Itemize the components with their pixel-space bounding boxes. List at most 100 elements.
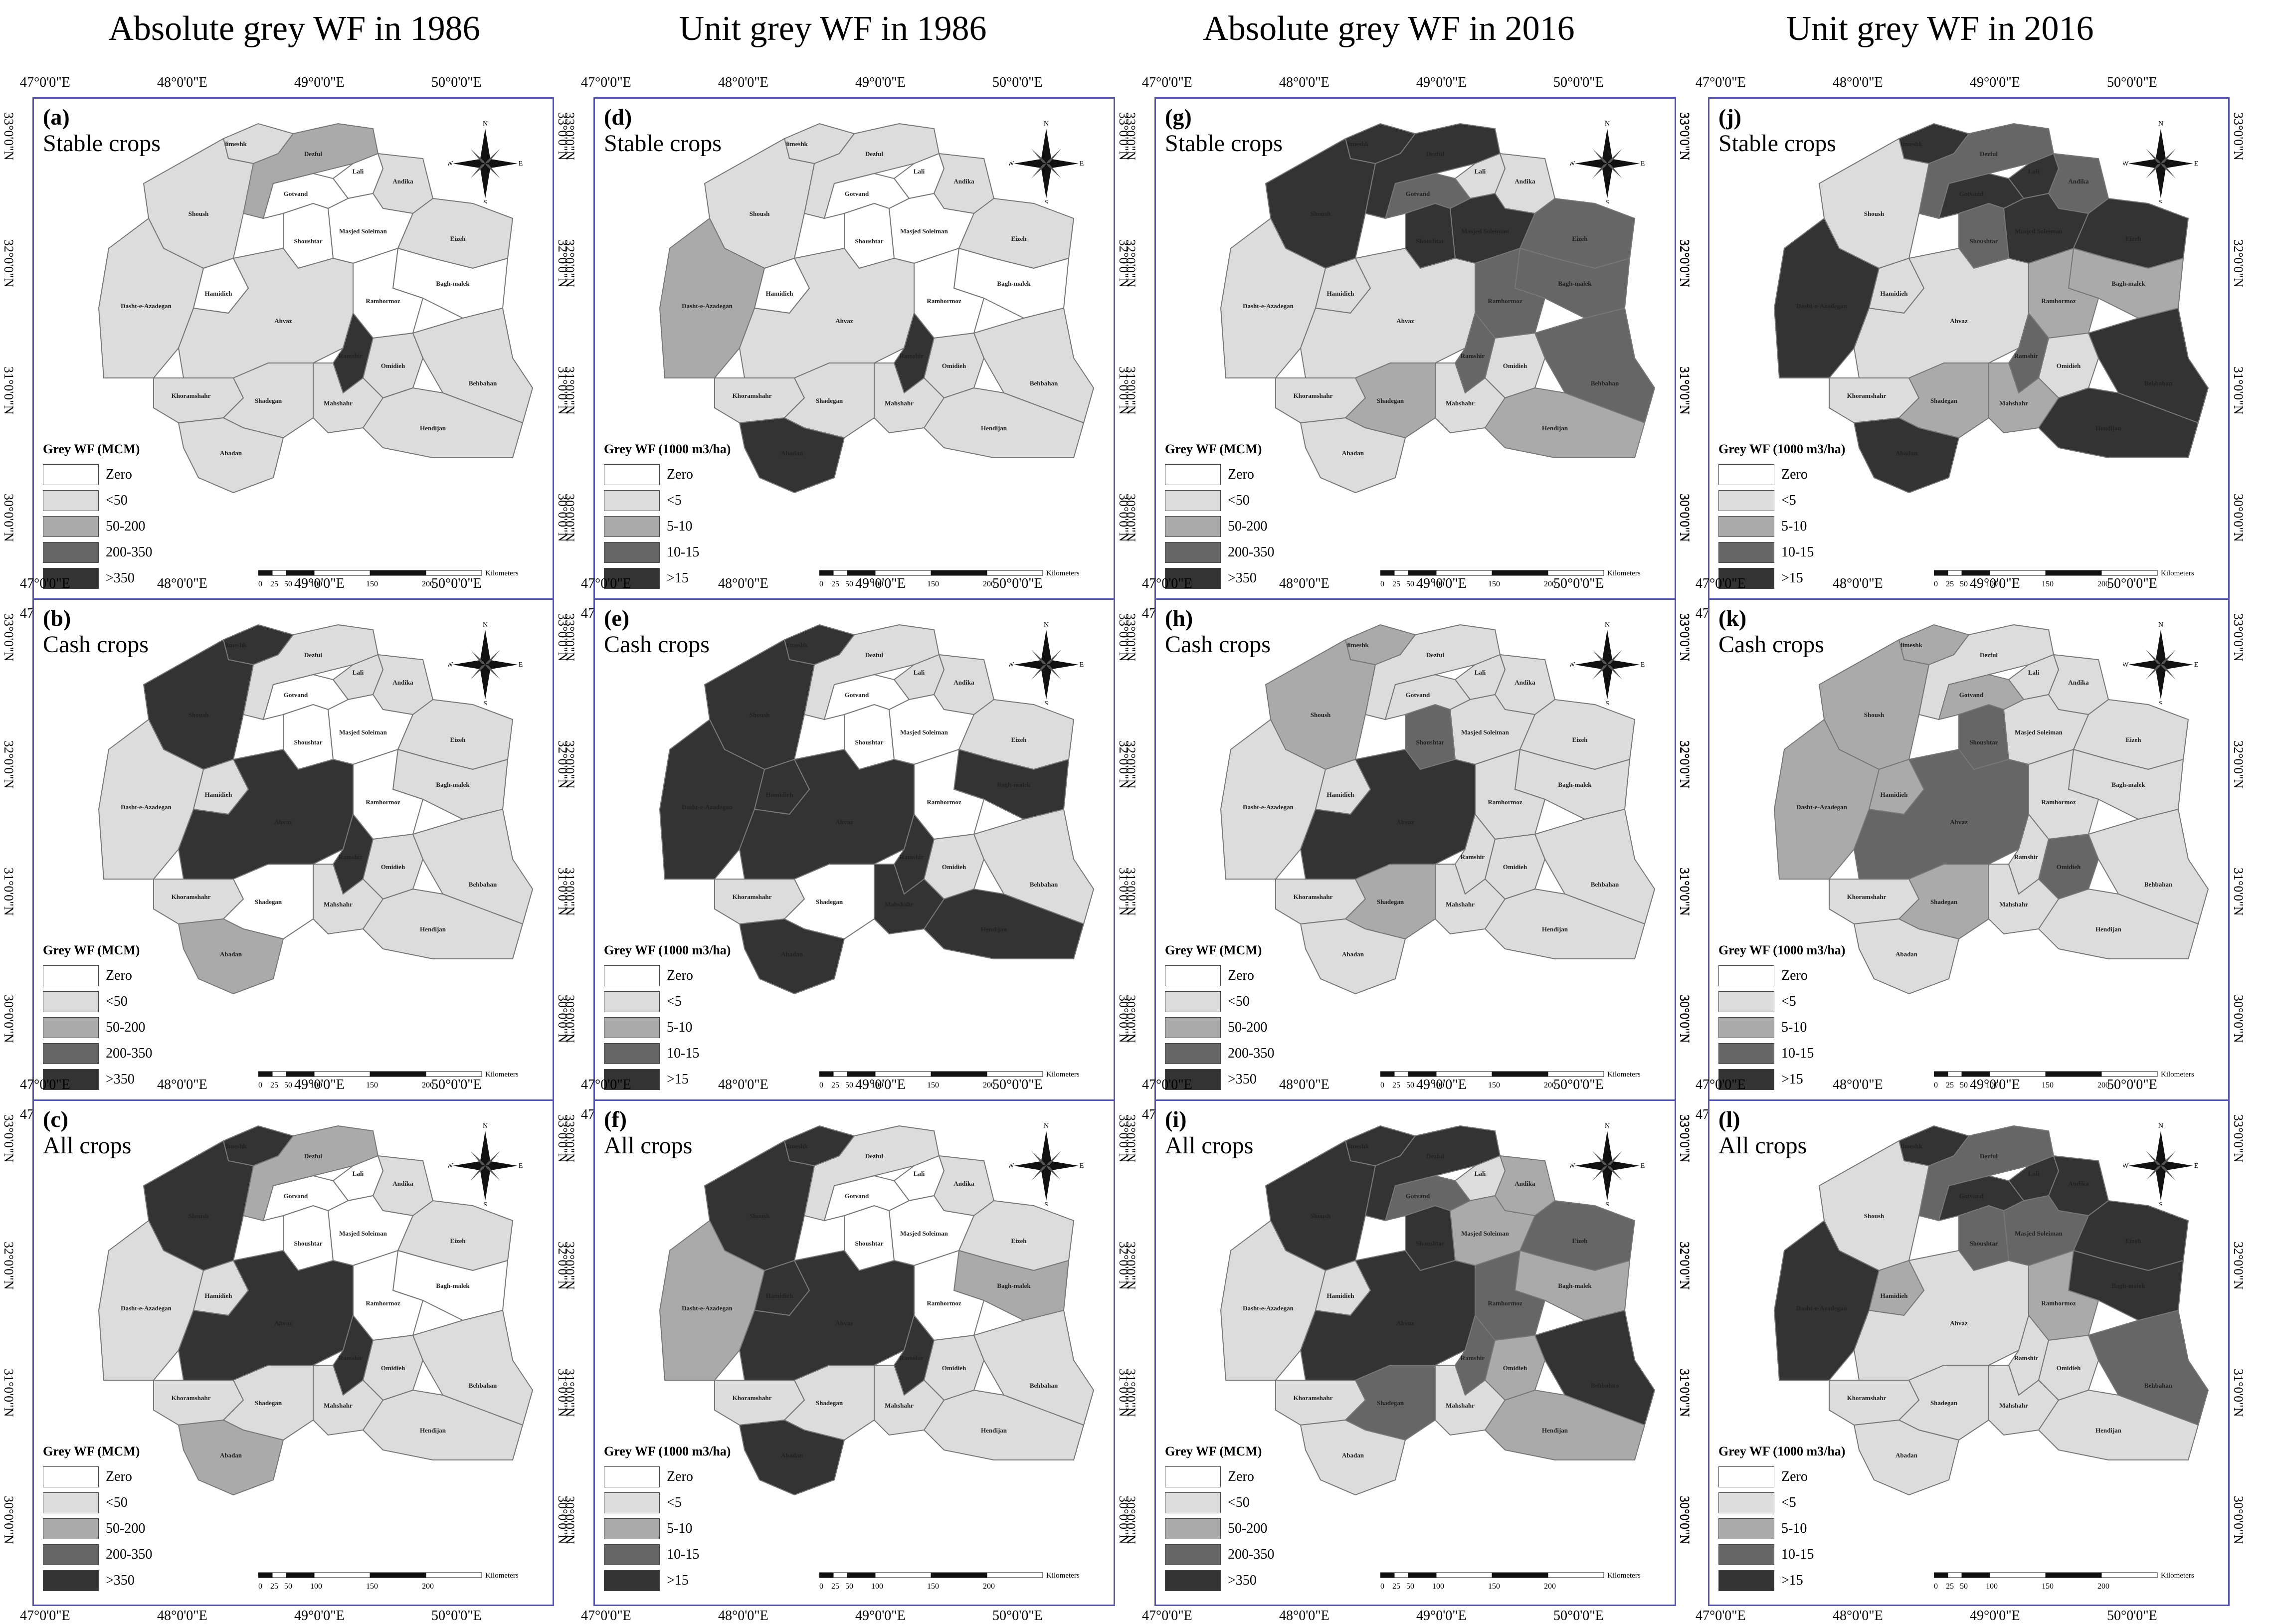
district-label: Hendijan <box>1542 1427 1568 1434</box>
district-label: Khoramshahr <box>1294 893 1333 901</box>
district-label: Ramhormoz <box>1488 798 1522 806</box>
district-behbahan <box>1534 808 1656 925</box>
district-label: Khoramshahr <box>172 1394 211 1402</box>
district-label: Shadegan <box>1930 1399 1958 1407</box>
scale-tick-label: 25 <box>1392 1081 1400 1089</box>
legend-item: 200-350 <box>1165 1041 1274 1067</box>
district-label: Shoush <box>1864 711 1885 719</box>
district-label: Lali <box>353 669 364 676</box>
compass-label: N <box>2158 621 2163 629</box>
legend-swatch <box>1718 991 1774 1012</box>
district-label: Dasht-e-Azadegan <box>1243 803 1294 811</box>
scale-tick-label: 0 <box>1380 580 1384 588</box>
district-label: Ramshir <box>2014 853 2039 861</box>
lat-tick: 30°0'0"N <box>563 995 577 1043</box>
district-label: Hamidieh <box>766 791 794 798</box>
district-label: Omidieh <box>2057 362 2081 369</box>
legend-item: Zero <box>43 462 152 488</box>
column-title-4: Unit grey WF in 2016 <box>1786 9 2094 48</box>
legend-swatch <box>1718 542 1774 563</box>
district-label: Gotvand <box>284 691 308 699</box>
scale-tick-label: 200 <box>2097 1582 2109 1591</box>
district-hendijan <box>1484 888 1646 959</box>
legend-label: >350 <box>1228 1573 1257 1588</box>
scale-tick-label: 150 <box>927 1081 939 1089</box>
legend-item: 50-200 <box>1165 514 1274 540</box>
legend-swatch <box>1165 1518 1221 1539</box>
scale-tick-label: 100 <box>310 1081 322 1089</box>
district-label: Shoushtar <box>855 237 883 245</box>
district-label: Shadegan <box>1377 898 1404 905</box>
district-behbahan <box>973 808 1095 925</box>
lat-tick: 31°0'0"N <box>1677 868 1692 916</box>
scale-tick-label: 150 <box>2042 1582 2054 1591</box>
legend-swatch <box>604 1518 660 1539</box>
district-label: Shoushtar <box>1416 237 1444 245</box>
district-label: Omidieh <box>1503 1364 1527 1372</box>
scale-tick-label: 150 <box>366 1582 378 1591</box>
legend-item: >350 <box>1165 565 1274 591</box>
district-label: Masjed Soleiman <box>1461 227 1509 235</box>
district-label: Hamidieh <box>766 1292 794 1299</box>
district-label: Mahshahr <box>1446 901 1475 908</box>
province-map: AndimeshkDezfulLaliGotvandAndikaShoushSh… <box>1773 1125 2209 1496</box>
legend-swatch <box>1718 490 1774 511</box>
district-label: Abadan <box>1895 950 1918 958</box>
legend-item: <5 <box>1718 488 1845 514</box>
legend-label: Zero <box>1781 1469 1808 1484</box>
legend-item: 200-350 <box>43 1041 152 1067</box>
north-arrow-icon: N S E W <box>448 1122 523 1206</box>
scale-unit-label: Kilometers <box>2161 1572 2194 1580</box>
district-hendijan <box>2038 888 2199 959</box>
district-label: Mahshahr <box>1446 1402 1475 1409</box>
district-abadan <box>1300 1419 1406 1496</box>
district-label: Gotvand <box>845 190 869 197</box>
district-label: Dasht-e-Azadegan <box>1796 803 1848 811</box>
legend-label: >350 <box>1228 1072 1257 1087</box>
legend-label: 200-350 <box>1228 1547 1275 1562</box>
legend-label: 50-200 <box>1228 1020 1268 1035</box>
district-label: Mahshahr <box>324 901 353 908</box>
district-label: Khoramshahr <box>1847 893 1887 901</box>
district-label: Andika <box>2068 679 2089 686</box>
district-label: Shadegan <box>1377 397 1404 404</box>
scale-tick-label: 25 <box>1946 1582 1954 1591</box>
district-label: Khoramshahr <box>1294 1394 1333 1402</box>
district-label: Masjed Soleiman <box>2015 1230 2063 1237</box>
north-arrow-icon: N S E W <box>448 621 523 705</box>
scale-bar: 0 25 50 100 150 200 Kilometers <box>1934 1071 2194 1089</box>
district-label: Shoushtar <box>1969 738 1998 746</box>
legend-title: Grey WF (1000 m3/ha) <box>604 442 731 456</box>
legend-label: Zero <box>106 968 132 983</box>
district-label: Ahvaz <box>1950 818 1968 826</box>
legend-item: 5-10 <box>1718 1516 1845 1542</box>
compass-label: S <box>2159 700 2163 705</box>
lon-tick-top: 50°0'0"E <box>992 576 1043 591</box>
district-label: Shoush <box>750 210 770 217</box>
legend-item: 200-350 <box>43 540 152 565</box>
district-label: Eizeh <box>450 1237 466 1245</box>
district-abadan <box>1853 1419 1960 1496</box>
legend-swatch <box>1165 1492 1221 1513</box>
legend-item: >15 <box>1718 1067 1845 1092</box>
lon-tick-top: 48°0'0"E <box>157 75 207 90</box>
scale-tick-label: 100 <box>871 580 883 588</box>
legend-item: <5 <box>1718 989 1845 1015</box>
legend-item: 5-10 <box>604 1516 731 1542</box>
compass-label: S <box>2159 1201 2163 1206</box>
panel-id: (l) <box>1718 1106 1740 1132</box>
legend-label: Zero <box>1228 1469 1254 1484</box>
legend: Grey WF (MCM) Zero <50 50-200 200-350 >350 <box>43 442 152 591</box>
legend-label: Zero <box>106 1469 132 1484</box>
district-label: Shadegan <box>816 898 843 905</box>
district-label: Shoush <box>189 1212 209 1220</box>
scale-tick-label: 50 <box>284 580 292 588</box>
district-hendijan <box>362 888 524 959</box>
legend-swatch <box>43 1043 99 1064</box>
district-label: Behbahan <box>1591 379 1619 387</box>
lat-tick: 32°0'0"N <box>1677 740 1692 789</box>
legend-swatch <box>1165 1017 1221 1038</box>
district-label: Andika <box>392 679 413 686</box>
legend-item: 10-15 <box>604 1041 731 1067</box>
legend-swatch <box>1718 965 1774 986</box>
